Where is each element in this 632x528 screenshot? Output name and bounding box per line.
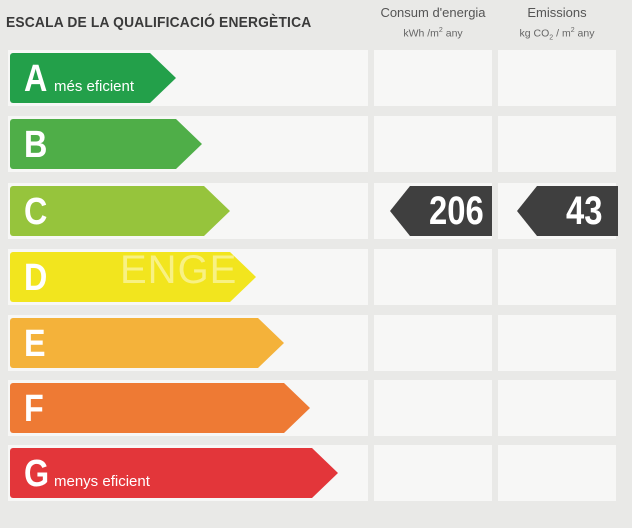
class-arrow-c: C bbox=[10, 186, 230, 236]
energy-label-title: ESCALA DE LA QUALIFICACIÓ ENERGÈTICA bbox=[6, 14, 312, 31]
class-arrow-f: F bbox=[10, 383, 310, 433]
class-letter: G bbox=[24, 453, 50, 495]
class-letter: C bbox=[24, 191, 48, 233]
class-letter: B bbox=[24, 124, 48, 166]
class-arrow-e: E bbox=[10, 318, 284, 368]
emissions-unit: kg CO2 / m2 any bbox=[519, 27, 595, 42]
row-cell-background bbox=[498, 50, 616, 106]
class-letter: E bbox=[24, 323, 46, 365]
row-cell-background bbox=[374, 445, 492, 501]
consum-column-header: Consum d'energia kWh /m2 any bbox=[374, 4, 492, 43]
row-cell-background bbox=[374, 50, 492, 106]
class-row-b: B bbox=[0, 116, 632, 172]
class-description: més eficient bbox=[54, 78, 135, 95]
row-cell-background bbox=[498, 445, 616, 501]
emissions-column-header: Emissions kg CO2 / m2 any bbox=[498, 4, 616, 48]
emissions-value-tag: 43 bbox=[517, 186, 618, 236]
row-cell-background bbox=[498, 380, 616, 436]
row-cell-background bbox=[498, 249, 616, 305]
class-arrow-d: D bbox=[10, 252, 256, 302]
emissions-label: Emissions bbox=[527, 5, 587, 20]
emissions-value: 43 bbox=[565, 189, 602, 233]
class-letter: F bbox=[24, 388, 44, 430]
class-letter: D bbox=[24, 257, 48, 299]
row-cell-background bbox=[498, 315, 616, 371]
consum-unit: kWh /m2 any bbox=[403, 27, 463, 40]
class-description: menys eficient bbox=[54, 473, 150, 490]
class-row-d: D bbox=[0, 249, 632, 305]
class-letter: A bbox=[24, 58, 48, 100]
row-cell-background bbox=[374, 116, 492, 172]
class-row-f: F bbox=[0, 380, 632, 436]
row-cell-background bbox=[374, 315, 492, 371]
row-cell-background bbox=[374, 249, 492, 305]
class-arrow-b: B bbox=[10, 119, 202, 169]
consum-label: Consum d'energia bbox=[380, 5, 486, 20]
row-cell-background bbox=[498, 116, 616, 172]
row-cell-background bbox=[374, 380, 492, 436]
class-row-e: E bbox=[0, 315, 632, 371]
consum-value: 206 bbox=[429, 189, 484, 233]
consum-value-tag: 206 bbox=[390, 186, 492, 236]
class-row-c: C 206 43 bbox=[0, 183, 632, 239]
